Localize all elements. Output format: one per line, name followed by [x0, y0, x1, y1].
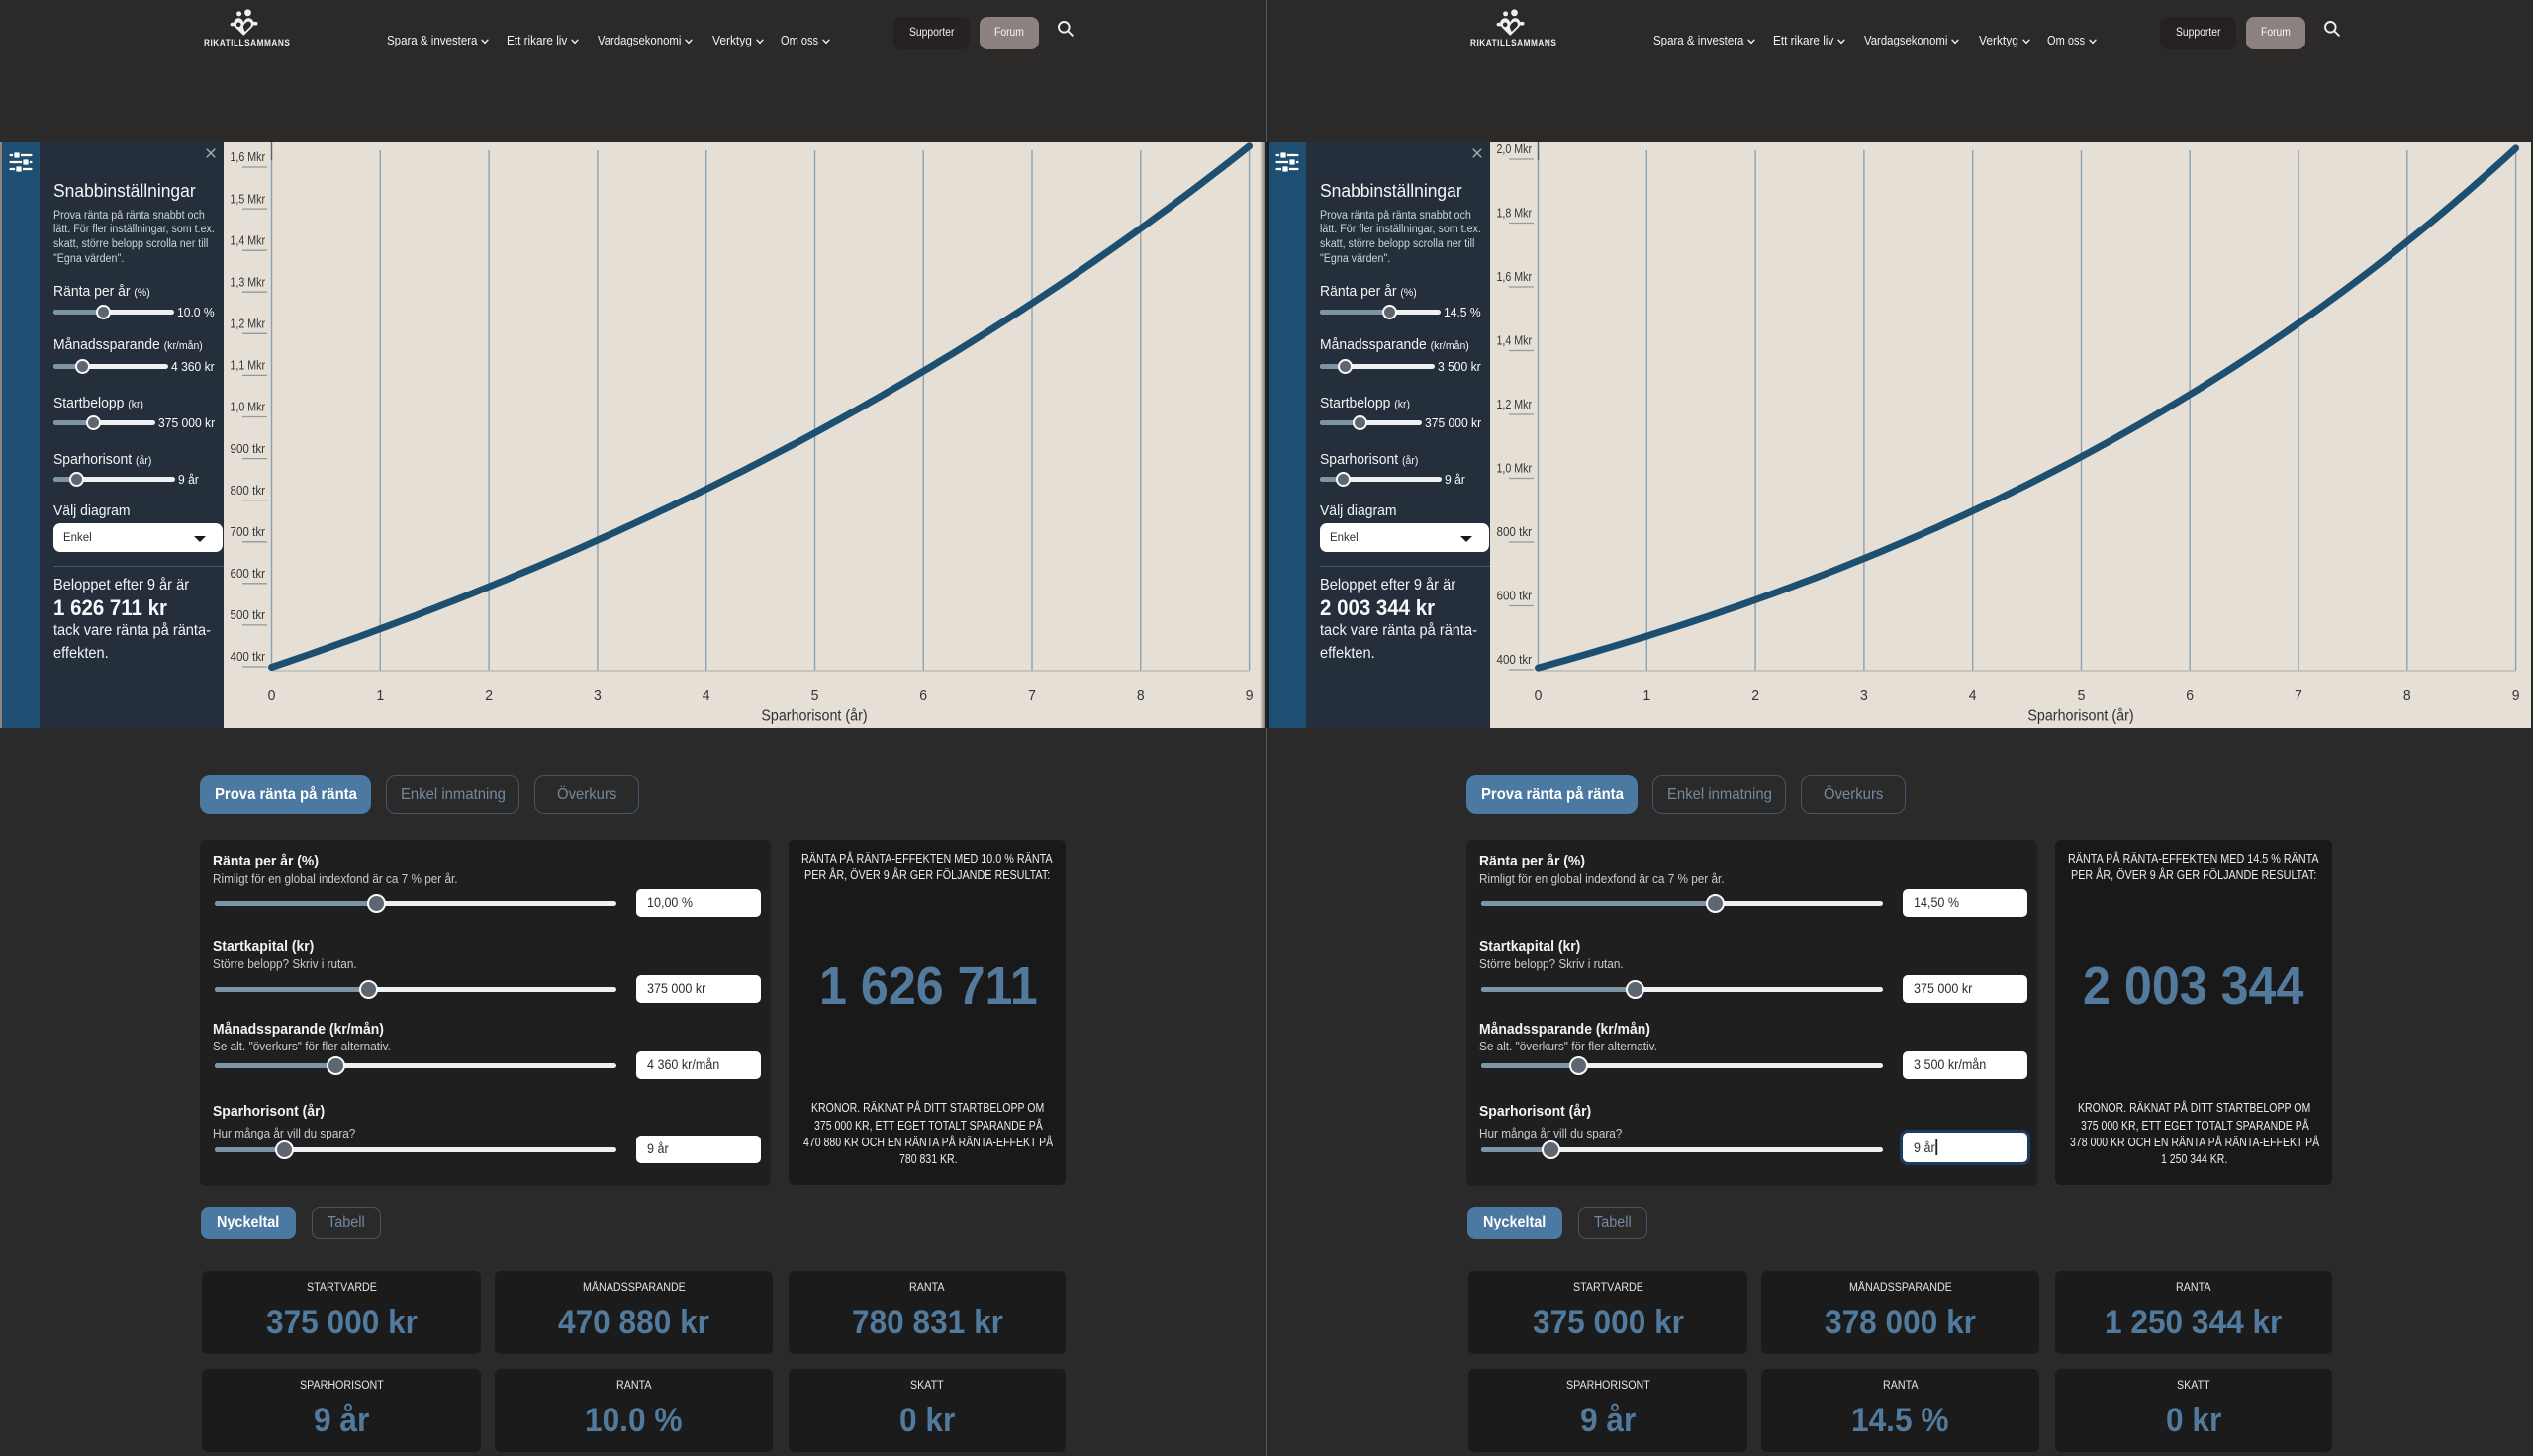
svg-text:Sparhorisont (år): Sparhorisont (år)	[761, 708, 867, 725]
svg-text:8: 8	[2403, 687, 2411, 704]
svg-text:2: 2	[485, 687, 493, 704]
svg-text:1,4 Mkr: 1,4 Mkr	[1497, 334, 1533, 348]
svg-text:800 tkr: 800 tkr	[231, 484, 266, 498]
svg-text:9: 9	[2512, 687, 2520, 704]
svg-text:9: 9	[1246, 687, 1254, 704]
svg-text:3: 3	[1860, 687, 1868, 704]
svg-text:0: 0	[1535, 687, 1543, 704]
svg-text:2: 2	[1751, 687, 1759, 704]
svg-text:4: 4	[1969, 687, 1977, 704]
svg-text:4: 4	[703, 687, 710, 704]
svg-text:1,6 Mkr: 1,6 Mkr	[231, 150, 266, 164]
svg-text:Sparhorisont (år): Sparhorisont (år)	[2027, 708, 2133, 725]
svg-text:600 tkr: 600 tkr	[1497, 590, 1533, 603]
svg-text:5: 5	[2078, 687, 2086, 704]
svg-text:6: 6	[919, 687, 927, 704]
svg-text:6: 6	[2186, 687, 2194, 704]
svg-text:600 tkr: 600 tkr	[231, 567, 266, 581]
svg-text:1,0 Mkr: 1,0 Mkr	[231, 401, 266, 414]
svg-text:1,5 Mkr: 1,5 Mkr	[231, 192, 266, 206]
svg-text:400 tkr: 400 tkr	[1497, 653, 1533, 667]
svg-text:1,2 Mkr: 1,2 Mkr	[231, 318, 266, 331]
svg-text:1,1 Mkr: 1,1 Mkr	[231, 359, 266, 373]
svg-text:8: 8	[1137, 687, 1145, 704]
svg-text:7: 7	[1028, 687, 1036, 704]
svg-text:1: 1	[376, 687, 384, 704]
svg-text:1,3 Mkr: 1,3 Mkr	[231, 275, 266, 289]
svg-text:400 tkr: 400 tkr	[231, 650, 266, 664]
svg-text:5: 5	[811, 687, 819, 704]
svg-text:800 tkr: 800 tkr	[1497, 525, 1533, 539]
svg-text:1,2 Mkr: 1,2 Mkr	[1497, 398, 1533, 411]
svg-text:3: 3	[594, 687, 602, 704]
svg-text:1,4 Mkr: 1,4 Mkr	[231, 233, 266, 247]
svg-text:700 tkr: 700 tkr	[231, 525, 266, 539]
svg-text:0: 0	[268, 687, 276, 704]
svg-text:1,8 Mkr: 1,8 Mkr	[1497, 207, 1533, 221]
svg-text:500 tkr: 500 tkr	[231, 608, 266, 622]
svg-text:1,6 Mkr: 1,6 Mkr	[1497, 270, 1533, 284]
svg-text:2,0 Mkr: 2,0 Mkr	[1497, 142, 1533, 156]
svg-text:900 tkr: 900 tkr	[231, 442, 266, 456]
svg-text:1,0 Mkr: 1,0 Mkr	[1497, 462, 1533, 476]
svg-text:7: 7	[2295, 687, 2302, 704]
svg-text:1: 1	[1642, 687, 1650, 704]
